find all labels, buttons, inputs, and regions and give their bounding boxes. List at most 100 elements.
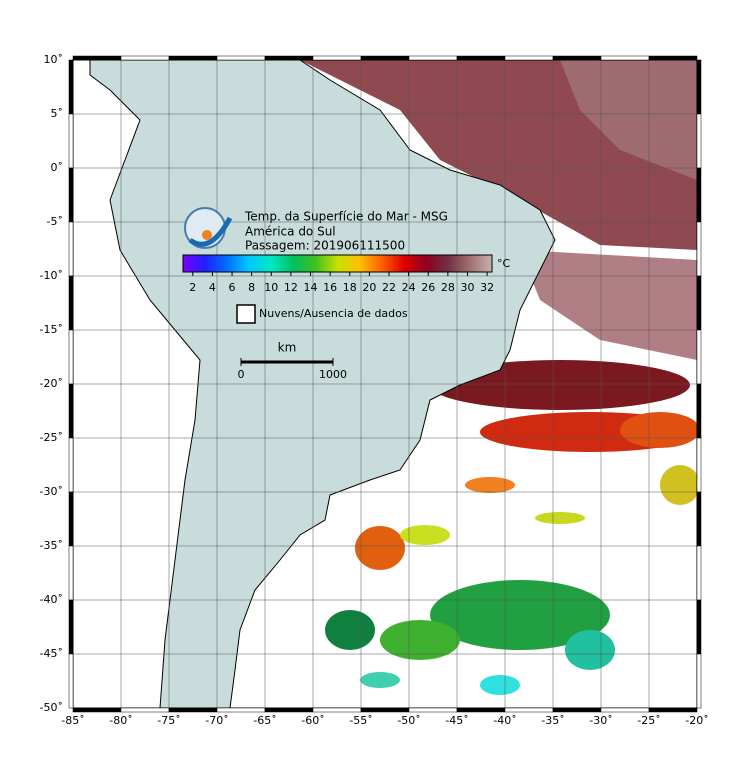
sst-patch — [430, 360, 690, 410]
sst-patch — [360, 672, 400, 688]
legend-text: Nuvens/Ausencia de dados — [259, 307, 408, 320]
title-line: América do Sul — [245, 225, 336, 239]
frame-band — [68, 113, 74, 169]
lat-tick-label: -5˚ — [47, 215, 63, 228]
frame-band — [504, 55, 554, 61]
colorbar-tick-label: 20 — [362, 281, 376, 294]
colorbar-tick-label: 32 — [480, 281, 494, 294]
lat-tick-label: 10˚ — [44, 53, 64, 66]
colorbar-tick-label: 14 — [304, 281, 318, 294]
frame-band — [120, 55, 170, 61]
scale-label: 1000 — [319, 368, 347, 381]
colorbar-tick-label: 12 — [284, 281, 298, 294]
frame-band — [168, 707, 218, 713]
lat-tick-label: -30˚ — [40, 485, 63, 498]
sst-patch — [535, 512, 585, 524]
frame-band — [72, 707, 122, 713]
colorbar-unit: °C — [497, 257, 511, 270]
frame-band — [120, 707, 170, 713]
logo — [184, 207, 233, 249]
frame-band — [408, 707, 458, 713]
scale-label: 0 — [238, 368, 245, 381]
colorbar-tick-label: 4 — [209, 281, 216, 294]
lon-tick-label: -80˚ — [109, 714, 132, 727]
lon-tick-label: -70˚ — [205, 714, 228, 727]
scale-ticks — [240, 358, 334, 366]
sst-patch — [355, 526, 405, 570]
frame-band — [68, 545, 74, 601]
sst-patch — [380, 620, 460, 660]
frame-band — [216, 707, 266, 713]
colorbar-tick-label: 16 — [323, 281, 337, 294]
colorbar-tick-label: 18 — [343, 281, 357, 294]
sst-warm-area — [560, 60, 697, 180]
sst-patch — [325, 610, 375, 650]
sst-patch — [400, 525, 450, 545]
scale-unit: km — [278, 341, 297, 355]
lat-tick-label: -15˚ — [40, 323, 63, 336]
lat-tick-label: -20˚ — [40, 377, 63, 390]
frame-band — [504, 707, 554, 713]
frame-band — [696, 437, 702, 493]
frame-band — [216, 55, 266, 61]
sst-warm-area — [520, 250, 697, 360]
frame-band — [600, 55, 650, 61]
frame-band — [68, 329, 74, 385]
lat-tick-label: -45˚ — [40, 647, 63, 660]
lon-tick-label: -45˚ — [445, 714, 468, 727]
title-line: Temp. da Superfície do Mar - MSG — [244, 210, 448, 224]
frame-band — [68, 221, 74, 277]
frame-band — [312, 707, 362, 713]
lon-tick-label: -65˚ — [253, 714, 276, 727]
colorbar-tick-label: 22 — [382, 281, 396, 294]
colorbar-tick-label: 24 — [402, 281, 416, 294]
lon-tick-label: -20˚ — [685, 714, 708, 727]
lon-tick-label: -35˚ — [541, 714, 564, 727]
colorbar-tick-label: 10 — [264, 281, 278, 294]
frame-band — [552, 707, 602, 713]
frame-band — [696, 545, 702, 601]
lon-tick-label: -75˚ — [157, 714, 180, 727]
frame-band — [456, 55, 506, 61]
frame-band — [68, 653, 74, 709]
frame-band — [600, 707, 650, 713]
colorbar-tick-label: 6 — [229, 281, 236, 294]
lon-tick-label: -50˚ — [397, 714, 420, 727]
frame-band — [696, 653, 702, 709]
frame-band — [68, 491, 74, 547]
colorbar-tick-label: 8 — [248, 281, 255, 294]
frame-band — [68, 167, 74, 223]
lat-tick-label: -50˚ — [40, 701, 63, 714]
colorbar-tick-label: 26 — [421, 281, 435, 294]
frame-band — [696, 275, 702, 331]
sst-patch — [430, 580, 610, 650]
frame-band — [168, 55, 218, 61]
lon-tick-label: -60˚ — [301, 714, 324, 727]
sst-patch — [565, 630, 615, 670]
legend-swatch — [236, 304, 256, 324]
frame-band — [360, 707, 410, 713]
sst-patch — [465, 477, 515, 493]
frame-band — [696, 383, 702, 439]
frame-band — [696, 599, 702, 655]
lon-tick-label: -25˚ — [637, 714, 660, 727]
sst-patch — [620, 412, 697, 448]
frame-band — [68, 59, 74, 115]
frame-band — [68, 599, 74, 655]
lat-tick-label: -40˚ — [40, 593, 63, 606]
frame-band — [360, 55, 410, 61]
frame-band — [696, 59, 702, 115]
lon-tick-label: -30˚ — [589, 714, 612, 727]
frame-band — [68, 383, 74, 439]
frame-band — [312, 55, 362, 61]
frame-band — [696, 221, 702, 277]
lon-tick-label: -55˚ — [349, 714, 372, 727]
frame-band — [648, 707, 698, 713]
lon-tick-label: -40˚ — [493, 714, 516, 727]
frame-band — [552, 55, 602, 61]
frame-band — [264, 707, 314, 713]
frame-band — [648, 55, 698, 61]
frame-band — [696, 491, 702, 547]
lat-tick-label: 0˚ — [51, 161, 64, 174]
